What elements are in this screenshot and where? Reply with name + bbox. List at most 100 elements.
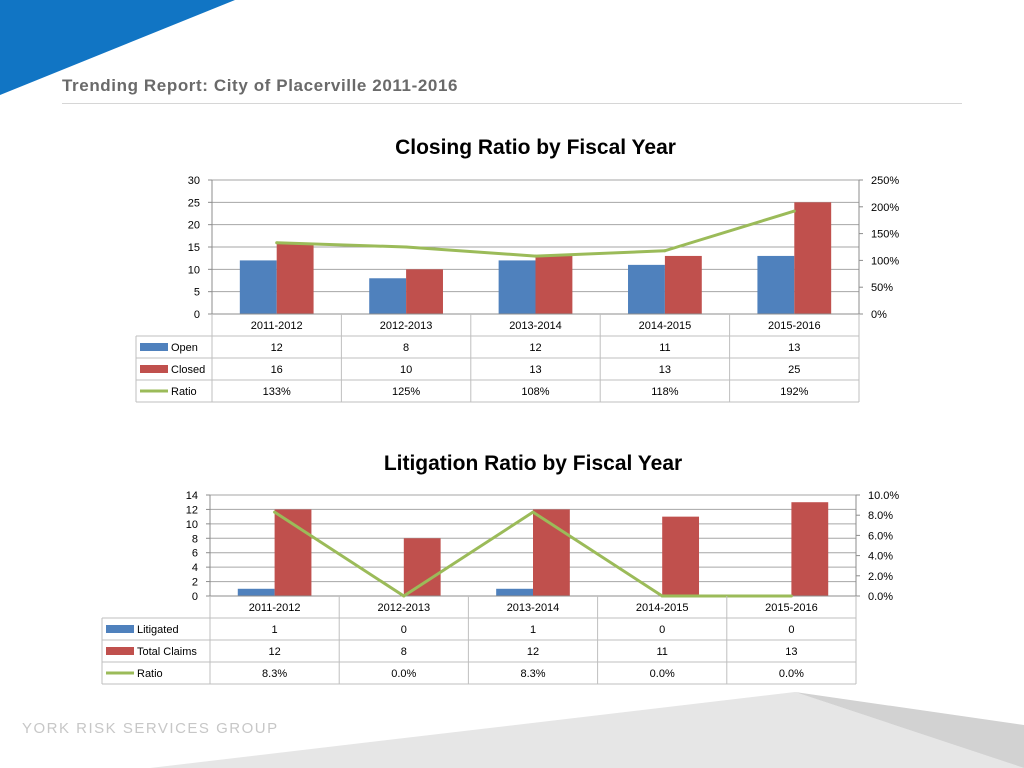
closing-y2-tick-label: 0% — [871, 309, 887, 321]
closing-y-tick-label: 20 — [188, 220, 200, 232]
closing-y2-tick-label: 100% — [871, 255, 899, 267]
litigation-y2-tick-label: 0.0% — [868, 591, 893, 603]
closing-y-tick-label: 5 — [194, 287, 200, 299]
litigation-category-label: 2013-2014 — [507, 602, 560, 614]
closing-y-tick-label: 30 — [188, 175, 200, 187]
litigation-table-cell: 1 — [530, 624, 536, 636]
closing-category-label: 2013-2014 — [509, 320, 562, 332]
litigation-ratio-point — [531, 510, 535, 514]
litigation-ratio-point — [402, 594, 406, 598]
closing-table-cell: 13 — [659, 364, 671, 376]
closing-y-tick-label: 0 — [194, 309, 200, 321]
litigation-legend-swatch-total-claims — [106, 647, 134, 655]
closing-table-cell: 133% — [263, 386, 291, 398]
closing-table-cell: 12 — [271, 342, 283, 354]
closing-y-tick-label: 10 — [188, 264, 200, 276]
closing-y-tick-label: 25 — [188, 197, 200, 209]
closing-table-cell: 118% — [651, 386, 679, 398]
litigation-category-label: 2011-2012 — [249, 602, 301, 614]
closing-bar-closed — [664, 255, 702, 314]
closing-ratio-point — [534, 254, 537, 258]
closing-bar-open — [628, 264, 665, 314]
closing-table-cell: 16 — [271, 364, 283, 376]
litigation-legend-label: Total Claims — [137, 646, 197, 658]
closing-legend-label: Open — [171, 342, 198, 354]
litigation-bar-total-claims — [403, 538, 441, 596]
litigation-table-cell: 12 — [268, 646, 280, 658]
litigation-y-tick-label: 0 — [192, 591, 198, 603]
closing-bar-closed — [406, 269, 443, 314]
closing-table-cell: 10 — [400, 364, 412, 376]
closing-category-label: 2012-2013 — [380, 320, 433, 332]
corner-accent-shape — [0, 0, 235, 95]
closing-table-cell: 12 — [529, 342, 541, 354]
litigation-table-cell: 0 — [788, 624, 794, 636]
closing-ratio-point — [275, 241, 279, 245]
litigation-ratio-point — [273, 510, 277, 514]
litigation-y-tick-label: 14 — [186, 490, 198, 502]
litigation-y2-tick-label: 2.0% — [868, 571, 893, 583]
closing-table-cell: 11 — [659, 342, 670, 354]
footer-brand: YORK RISK SERVICES GROUP — [22, 720, 279, 737]
closing-bar-closed — [276, 242, 314, 314]
litigation-table-cell: 0.0% — [779, 668, 804, 680]
litigation-table-cell: 8.3% — [262, 668, 287, 680]
closing-category-label: 2011-2012 — [251, 320, 303, 332]
closing-y2-tick-label: 50% — [871, 282, 893, 294]
closing-legend-label: Ratio — [171, 386, 197, 398]
closing-y2-tick-label: 150% — [871, 229, 899, 241]
litigation-ratio-point — [789, 594, 793, 598]
litigation-bar-litigated — [237, 588, 275, 596]
litigation-category-label: 2014-2015 — [636, 602, 689, 614]
litigation-y-tick-label: 6 — [192, 548, 198, 560]
closing-bar-closed — [794, 202, 832, 314]
litigation-table-cell: 0 — [659, 624, 665, 636]
closing-legend-swatch-closed — [140, 365, 168, 373]
litigation-table-cell: 1 — [272, 624, 278, 636]
closing-y2-tick-label: 250% — [871, 175, 899, 187]
closing-ratio-point — [663, 249, 667, 253]
title-divider — [62, 103, 962, 104]
litigation-legend-swatch-litigated — [106, 625, 134, 633]
litigation-y2-tick-label: 10.0% — [868, 490, 899, 502]
closing-bar-open — [757, 255, 795, 314]
closing-table-cell: 8 — [403, 342, 409, 354]
litigation-y-tick-label: 12 — [186, 504, 198, 516]
litigation-title: Litigation Ratio by Fiscal Year — [384, 452, 682, 475]
closing-bar-open — [239, 260, 277, 314]
litigation-table-cell: 0.0% — [391, 668, 416, 680]
closing-table-cell: 108% — [521, 386, 549, 398]
litigation-y2-tick-label: 8.0% — [868, 510, 893, 522]
slide-title: Trending Report: City of Placerville 201… — [62, 76, 459, 95]
closing-table-cell: 13 — [788, 342, 800, 354]
litigation-table-cell: 11 — [656, 646, 667, 658]
litigation-y-tick-label: 2 — [192, 577, 198, 589]
litigation-legend-label: Litigated — [137, 624, 179, 636]
litigation-bar-total-claims — [662, 516, 700, 596]
closing-category-label: 2015-2016 — [768, 320, 821, 332]
closing-ratio-point — [792, 209, 796, 213]
litigation-y2-tick-label: 4.0% — [868, 551, 893, 563]
closing-table-cell: 13 — [529, 364, 541, 376]
litigation-bar-litigated — [496, 588, 533, 596]
litigation-bar-total-claims — [791, 502, 829, 596]
litigation-ratio-point — [660, 594, 664, 598]
litigation-table-cell: 8 — [401, 646, 407, 658]
closing-bar-open — [369, 278, 407, 314]
closing-y-tick-label: 15 — [188, 242, 200, 254]
litigation-table-cell: 8.3% — [520, 668, 545, 680]
litigation-y-tick-label: 8 — [192, 533, 198, 545]
footer-swoosh-light — [150, 692, 1024, 768]
closing-y2-tick-label: 200% — [871, 202, 899, 214]
litigation-y-tick-label: 10 — [186, 519, 198, 531]
litigation-y2-tick-label: 6.0% — [868, 530, 893, 542]
closing-ratio-point — [404, 245, 408, 249]
litigation-y-tick-label: 4 — [192, 562, 198, 574]
litigation-category-label: 2012-2013 — [377, 602, 430, 614]
closing-bar-open — [498, 260, 536, 314]
closing-title: Closing Ratio by Fiscal Year — [395, 136, 676, 159]
litigation-legend-label: Ratio — [137, 668, 163, 680]
